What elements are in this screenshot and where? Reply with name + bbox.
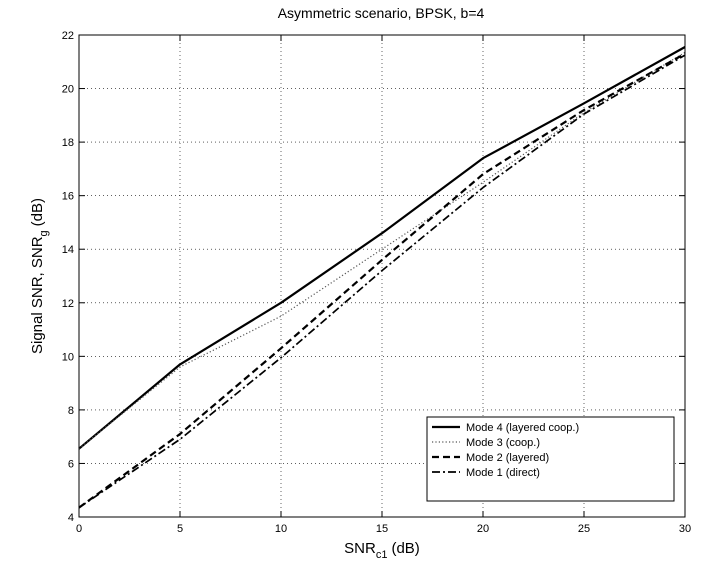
- x-tick-label: 5: [177, 523, 183, 535]
- legend: Mode 4 (layered coop.) Mode 3 (coop.) Mode…: [426, 416, 675, 502]
- legend-label: Mode 1 (direct): [466, 467, 540, 479]
- series-lines: [78, 46, 686, 509]
- y-axis-label-main: Signal SNR, SNR: [29, 236, 46, 354]
- y-axis-label-sub: g: [38, 230, 50, 236]
- x-tick-label: 30: [679, 523, 691, 535]
- series-line: [78, 54, 686, 509]
- plot-frame: [78, 34, 686, 518]
- x-tick-label: 25: [578, 523, 590, 535]
- y-axis-label: Signal SNR, SNRg (dB): [29, 198, 50, 354]
- x-tick-label: 20: [477, 523, 489, 535]
- y-tick-label: 4: [68, 512, 74, 524]
- x-axis-label-sub: c1: [376, 549, 388, 561]
- x-tick-label: 0: [76, 523, 82, 535]
- y-tick-label: 18: [62, 137, 74, 149]
- y-tick-labels: 4 6 8 10 12 14 16 18 20 22: [62, 30, 74, 524]
- y-tick-label: 22: [62, 30, 74, 42]
- x-axis-label: SNRc1 (dB): [344, 540, 420, 561]
- x-axis-label-unit: (dB): [391, 540, 419, 557]
- legend-entries: Mode 4 (layered coop.) Mode 3 (coop.) Mode…: [432, 422, 579, 479]
- y-tick-label: 8: [68, 405, 74, 417]
- legend-label: Mode 2 (layered): [466, 452, 549, 464]
- x-axis-label-main: SNR: [344, 540, 376, 557]
- grid-lines: [79, 35, 685, 517]
- x-tick-label: 10: [275, 523, 287, 535]
- legend-label: Mode 4 (layered coop.): [466, 422, 579, 434]
- series-line: [78, 52, 686, 509]
- series-line: [78, 46, 686, 450]
- y-tick-label: 16: [62, 191, 74, 203]
- chart-title: Asymmetric scenario, BPSK, b=4: [278, 5, 485, 21]
- legend-box: [426, 416, 675, 502]
- y-tick-label: 12: [62, 298, 74, 310]
- y-tick-label: 10: [62, 351, 74, 363]
- x-tick-labels: 0 5 10 15 20 25 30: [76, 523, 691, 535]
- legend-label: Mode 3 (coop.): [466, 437, 540, 449]
- series-line: [78, 51, 686, 450]
- x-tick-label: 15: [376, 523, 388, 535]
- y-tick-label: 6: [68, 458, 74, 470]
- y-tick-label: 20: [62, 84, 74, 96]
- y-axis-label-unit: (dB): [29, 198, 46, 226]
- y-tick-label: 14: [62, 244, 74, 256]
